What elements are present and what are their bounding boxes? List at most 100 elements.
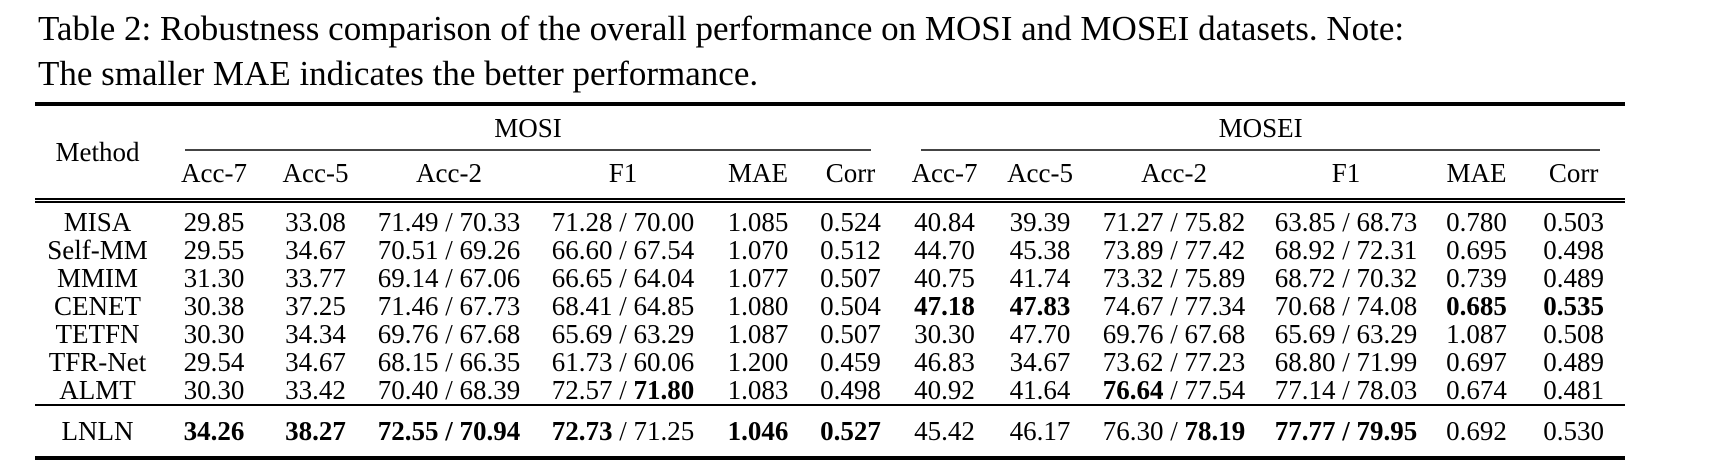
caption-line-1: Table 2: Robustness comparison of the ov…: [38, 9, 1405, 48]
value-cell: 30.30: [896, 320, 993, 348]
value-cell: 71.49 / 70.33: [363, 201, 535, 236]
value-text: 76.64: [1102, 375, 1164, 405]
value-text: 71.99: [1356, 347, 1418, 377]
value-text: /: [438, 416, 460, 446]
value-text: 1.087: [727, 319, 789, 349]
value-text: /: [1163, 375, 1185, 405]
value-cell: 47.83: [993, 292, 1087, 320]
value-cell: 31.30: [160, 264, 268, 292]
value-text: 75.82: [1184, 207, 1246, 237]
table-header: Method MOSI MOSEI Acc-7 Acc-5 Acc-2 F1 MAE Co…: [35, 104, 1626, 203]
value-text: 0.527: [820, 416, 881, 446]
value-cell: 33.77: [268, 264, 363, 292]
value-text: /: [438, 319, 460, 349]
value-cell: 0.507: [805, 264, 896, 292]
value-text: 74.08: [1356, 291, 1418, 321]
table-row: MMIM 31.30 33.77 69.14 / 67.06 66.65 / 64.04…: [35, 264, 1625, 292]
value-cell: 76.64 / 77.54: [1087, 376, 1261, 405]
value-cell: 70.40 / 68.39: [363, 376, 535, 405]
value-text: 73.89: [1102, 235, 1164, 265]
value-text: /: [1335, 375, 1357, 405]
value-cell: 1.200: [711, 348, 805, 376]
value-text: 68.73: [1356, 207, 1418, 237]
value-text: 67.68: [1184, 319, 1246, 349]
subheader-mosi-acc-2: Acc-2: [363, 154, 535, 203]
value-text: 40.75: [914, 263, 975, 293]
value-text: /: [612, 319, 634, 349]
value-text: 40.92: [914, 375, 975, 405]
value-cell: 0.685: [1431, 292, 1522, 320]
subheader-mosei-acc-2: Acc-2: [1087, 154, 1262, 203]
value-text: /: [612, 416, 634, 446]
value-text: 1.085: [727, 207, 789, 237]
value-text: /: [612, 347, 634, 377]
value-text: 46.83: [914, 347, 975, 377]
value-text: 66.60: [551, 235, 613, 265]
value-text: 72.31: [1356, 235, 1418, 265]
value-text: 40.84: [914, 207, 975, 237]
value-cell: 47.70: [993, 320, 1087, 348]
value-text: 1.077: [727, 263, 789, 293]
value-text: /: [438, 235, 460, 265]
value-text: 67.73: [459, 291, 521, 321]
value-cell: 68.41 / 64.85: [535, 292, 711, 320]
value-text: 33.77: [285, 263, 346, 293]
caption-line-2: The smaller MAE indicates the better per…: [38, 54, 759, 93]
mosi-group-label: MOSI: [494, 113, 562, 143]
value-text: 41.64: [1009, 375, 1071, 405]
value-text: 70.00: [633, 207, 695, 237]
value-cell: 46.83: [896, 348, 993, 376]
value-text: 47.18: [914, 291, 975, 321]
value-text: 34.67: [285, 235, 346, 265]
value-text: 39.39: [1009, 207, 1071, 237]
value-text: /: [1163, 416, 1185, 446]
value-cell: 1.046: [711, 404, 805, 458]
value-text: 69.76: [1102, 319, 1164, 349]
value-cell: 0.780: [1431, 201, 1522, 236]
value-text: /: [612, 291, 634, 321]
value-cell: 34.67: [993, 348, 1087, 376]
value-text: 0.498: [820, 375, 881, 405]
value-cell: 40.75: [896, 264, 993, 292]
value-cell: 73.32 / 75.89: [1087, 264, 1261, 292]
value-text: /: [1335, 319, 1357, 349]
value-cell: 1.083: [711, 376, 805, 405]
subheader-mosei-corr: Corr: [1522, 154, 1626, 203]
value-cell: 0.535: [1522, 292, 1625, 320]
value-text: 74.67: [1102, 291, 1164, 321]
subheader-mosei-acc-5: Acc-5: [993, 154, 1088, 203]
value-text: 33.08: [285, 207, 346, 237]
value-cell: 1.085: [711, 201, 805, 237]
value-cell: 0.489: [1522, 264, 1625, 292]
value-cell: 33.42: [268, 376, 363, 405]
group-header-mosei: MOSEI: [896, 104, 1625, 154]
value-text: 1.080: [727, 291, 789, 321]
value-text: 70.68: [1274, 291, 1336, 321]
subheader-mosei-mae: MAE: [1431, 154, 1523, 203]
value-cell: 30.30: [160, 320, 268, 348]
value-text: 72.55: [377, 416, 439, 446]
value-cell: 71.27 / 75.82: [1087, 201, 1261, 237]
value-text: 0.481: [1543, 375, 1604, 405]
value-text: 45.38: [1009, 235, 1071, 265]
value-cell: 73.89 / 77.42: [1087, 236, 1261, 264]
value-text: 0.508: [1543, 319, 1604, 349]
value-text: 63.29: [1356, 319, 1418, 349]
value-cell: 29.55: [160, 236, 268, 264]
value-text: 0.459: [820, 347, 881, 377]
method-cell: LNLN: [35, 404, 160, 458]
value-cell: 34.67: [268, 348, 363, 376]
subheader-mosi-acc-5: Acc-5: [268, 154, 363, 203]
table-caption: Table 2: Robustness comparison of the ov…: [38, 6, 1698, 96]
value-cell: 0.674: [1431, 376, 1522, 405]
value-text: /: [1335, 263, 1357, 293]
value-text: 70.51: [377, 235, 439, 265]
value-text: 78.03: [1356, 375, 1418, 405]
value-text: 66.35: [459, 347, 521, 377]
results-table: Method MOSI MOSEI Acc-7 Acc-5 Acc-2 F1 MAE Co…: [35, 102, 1626, 460]
table-body: MISA 29.85 33.08 71.49 / 70.33 71.28 / 70.00…: [35, 201, 1626, 458]
value-text: 77.34: [1184, 291, 1246, 321]
value-text: /: [1163, 263, 1185, 293]
value-text: 73.32: [1102, 263, 1164, 293]
value-cell: 0.503: [1522, 201, 1625, 236]
